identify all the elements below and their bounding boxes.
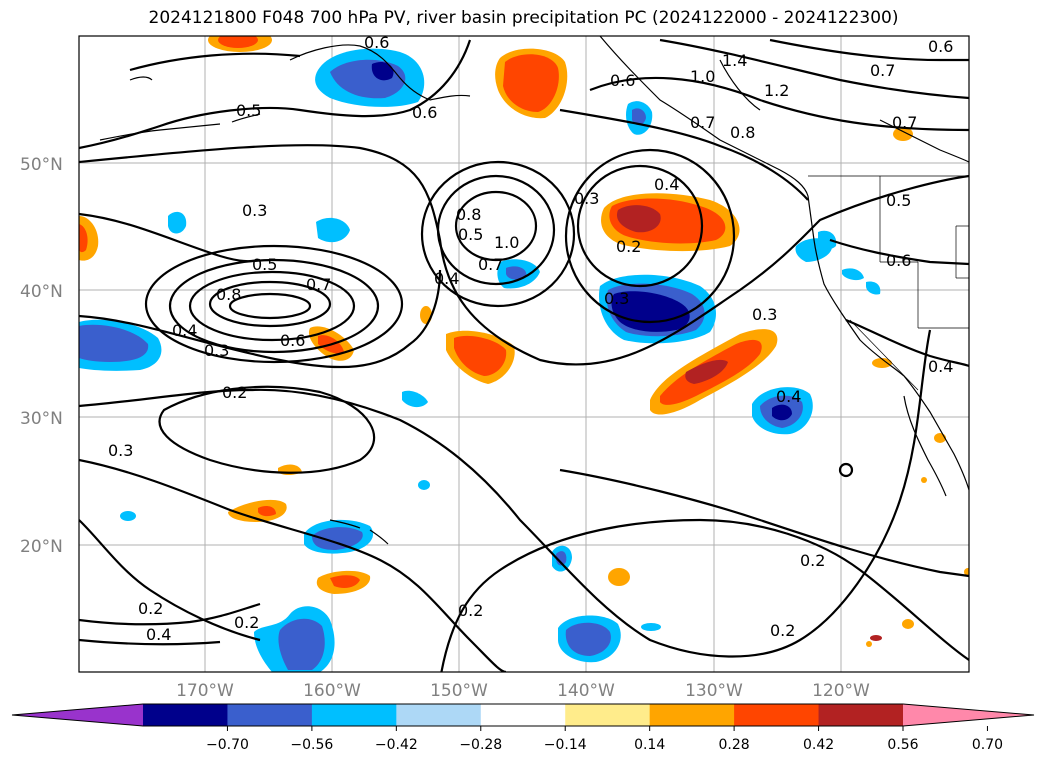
colorbar-segment xyxy=(480,704,566,726)
colorbar-segment xyxy=(649,704,735,726)
colorbar-tick-label: −0.14 xyxy=(544,737,587,753)
colorbar-tick-label: 0.14 xyxy=(634,737,665,753)
colorbar-outline xyxy=(11,703,1035,727)
svg-text:0.6: 0.6 xyxy=(886,251,911,270)
map-area xyxy=(79,36,969,672)
svg-text:1.4: 1.4 xyxy=(722,51,747,70)
svg-text:0.2: 0.2 xyxy=(222,383,247,402)
svg-text:0.8: 0.8 xyxy=(216,285,241,304)
colorbar-segment xyxy=(734,704,820,726)
svg-text:0.5: 0.5 xyxy=(458,225,483,244)
lon-label: 160°W xyxy=(303,681,361,701)
svg-text:0.5: 0.5 xyxy=(236,101,261,120)
colorbar-tick-label: −0.28 xyxy=(459,737,502,753)
svg-text:0.7: 0.7 xyxy=(870,61,895,80)
colorbar-segment xyxy=(396,704,482,726)
lat-label: 40°N xyxy=(20,282,63,302)
svg-text:0.4: 0.4 xyxy=(172,321,197,340)
colorbar-tick-label: −0.56 xyxy=(290,737,333,753)
lon-label: 150°W xyxy=(430,681,488,701)
svg-text:0.4: 0.4 xyxy=(654,175,679,194)
svg-text:0.5: 0.5 xyxy=(252,255,277,274)
lon-label: 140°W xyxy=(557,681,615,701)
lat-label: 20°N xyxy=(20,537,63,557)
colorbar-tick-label: −0.42 xyxy=(375,737,418,753)
colorbar-segment xyxy=(311,704,397,726)
svg-text:1.2: 1.2 xyxy=(764,81,789,100)
svg-text:0.8: 0.8 xyxy=(456,205,481,224)
svg-text:0.4: 0.4 xyxy=(776,387,801,406)
svg-text:0.6: 0.6 xyxy=(928,37,953,56)
colorbar-segment xyxy=(565,704,651,726)
svg-text:0.2: 0.2 xyxy=(616,237,641,256)
svg-text:0.5: 0.5 xyxy=(886,191,911,210)
map-title: 2024121800 F048 700 hPa PV, river basin … xyxy=(148,8,899,28)
lon-label: 120°W xyxy=(812,681,870,701)
svg-text:0.3: 0.3 xyxy=(752,305,777,324)
svg-text:0.6: 0.6 xyxy=(610,71,635,90)
svg-text:0.3: 0.3 xyxy=(604,289,629,308)
svg-text:0.4: 0.4 xyxy=(146,625,171,644)
svg-text:1.0: 1.0 xyxy=(690,67,715,86)
svg-text:0.4: 0.4 xyxy=(434,269,459,288)
lat-label: 30°N xyxy=(20,409,63,429)
colorbar-tick-label: 0.56 xyxy=(887,737,918,753)
svg-text:0.2: 0.2 xyxy=(234,613,259,632)
svg-text:0.2: 0.2 xyxy=(138,599,163,618)
lat-label: 50°N xyxy=(20,155,63,175)
svg-text:0.3: 0.3 xyxy=(242,201,267,220)
svg-text:0.3: 0.3 xyxy=(574,189,599,208)
svg-text:0.6: 0.6 xyxy=(364,33,389,52)
svg-text:0.6: 0.6 xyxy=(280,331,305,350)
pv-contours xyxy=(79,38,969,672)
colorbar-segment xyxy=(818,704,904,726)
svg-text:0.2: 0.2 xyxy=(800,551,825,570)
map-frame xyxy=(78,35,970,673)
colorbar-extension-high xyxy=(903,704,1034,726)
colorbar: −0.70 −0.56 −0.42 −0.28 −0.14 0.14 0.28 0.42 0.5… xyxy=(11,703,1035,753)
borders xyxy=(808,175,969,391)
svg-text:0.3: 0.3 xyxy=(108,441,133,460)
svg-text:0.6: 0.6 xyxy=(412,103,437,122)
svg-text:0.7: 0.7 xyxy=(690,113,715,132)
latitude-labels: 50°N 40°N 30°N 20°N xyxy=(20,155,63,557)
longitude-labels: 170°W 160°W 150°W 140°W 130°W 120°W xyxy=(176,681,870,701)
svg-text:0.7: 0.7 xyxy=(306,275,331,294)
svg-text:0.3: 0.3 xyxy=(204,341,229,360)
colorbar-tick-label: 0.42 xyxy=(803,737,834,753)
lon-label: 130°W xyxy=(685,681,743,701)
svg-text:0.8: 0.8 xyxy=(730,123,755,142)
svg-text:0.2: 0.2 xyxy=(458,601,483,620)
svg-text:0.7: 0.7 xyxy=(478,255,503,274)
lon-label: 170°W xyxy=(176,681,234,701)
svg-text:0.4: 0.4 xyxy=(928,357,953,376)
svg-text:0.7: 0.7 xyxy=(892,113,917,132)
colorbar-tick-label: 0.28 xyxy=(719,737,750,753)
colorbar-segment xyxy=(143,704,228,726)
colorbar-tick-label: 0.70 xyxy=(972,737,1003,753)
colorbar-tick-label: −0.70 xyxy=(206,737,249,753)
svg-text:1.0: 1.0 xyxy=(494,233,519,252)
svg-text:0.2: 0.2 xyxy=(770,621,795,640)
contour-labels: 0.6 0.5 0.6 0.6 1.4 1.2 1.0 0.7 0.8 0.7 … xyxy=(108,33,953,644)
colorbar-segment xyxy=(227,704,313,726)
colorbar-extension-low xyxy=(12,704,143,726)
precip-shading xyxy=(79,36,969,672)
